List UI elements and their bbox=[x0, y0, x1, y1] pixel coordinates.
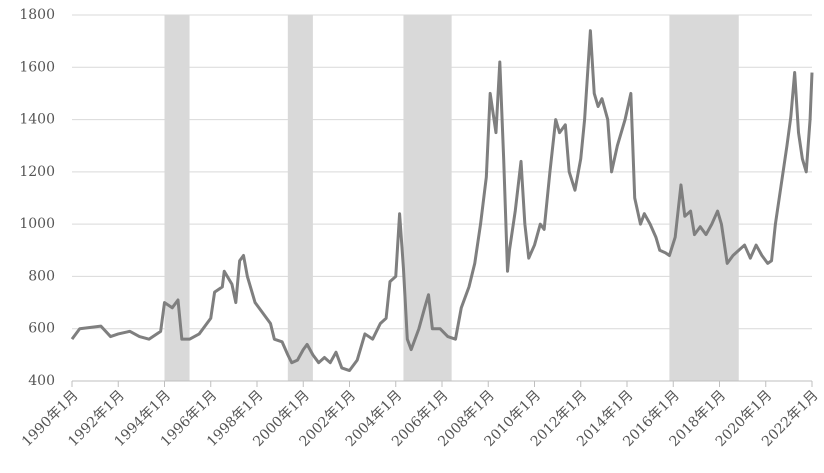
y-tick-label: 1000 bbox=[19, 216, 55, 232]
y-tick-label: 1600 bbox=[19, 59, 55, 75]
shaded-period bbox=[287, 15, 313, 381]
y-tick-label: 1400 bbox=[19, 112, 55, 128]
y-tick-label: 400 bbox=[28, 373, 55, 389]
y-tick-label: 800 bbox=[28, 268, 55, 284]
y-tick-label: 1200 bbox=[19, 164, 55, 180]
y-tick-label: 600 bbox=[28, 321, 55, 337]
shaded-period bbox=[164, 15, 190, 381]
shaded-period bbox=[403, 15, 452, 381]
y-tick-label: 1800 bbox=[19, 7, 55, 23]
line-series bbox=[70, 29, 814, 373]
